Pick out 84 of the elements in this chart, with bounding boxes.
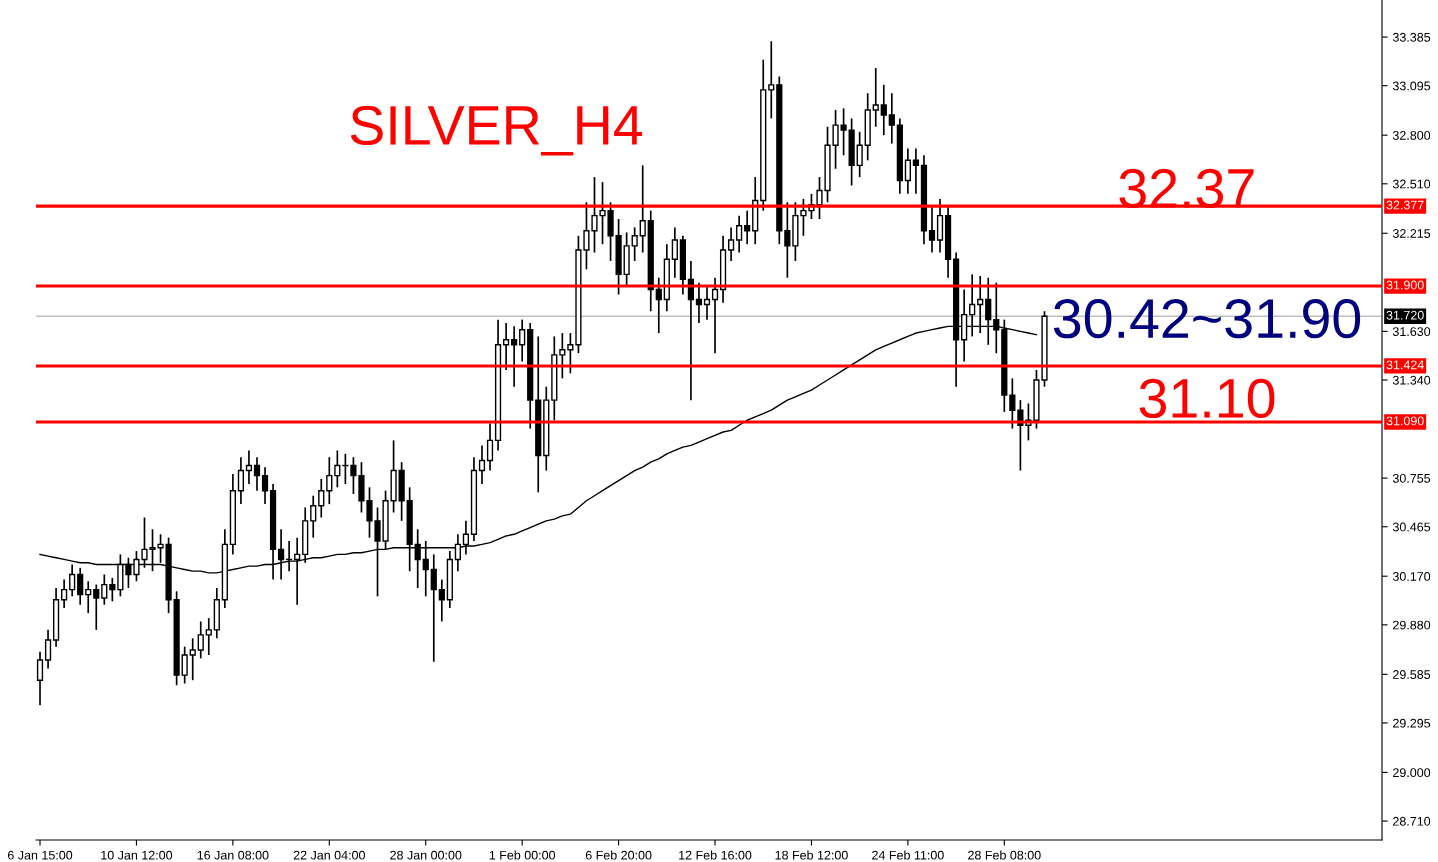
candlestick [93,583,100,631]
x-tick-label: 6 Feb 20:00 [585,850,652,860]
candlestick [69,563,76,598]
candlestick [695,281,703,324]
candlestick [880,84,887,136]
candlestick [326,456,333,505]
y-tick-label: 31.630 [1392,327,1431,337]
text: 30.42~31.90 [1053,298,1361,339]
candlestick [888,92,895,145]
candlestick [744,209,751,246]
candlestick [502,322,510,371]
x-tick-label: 1 Feb 00:00 [489,850,556,860]
candlestick [655,276,662,334]
text: SILVER_H4 [350,105,643,156]
y-tick-label: 30.755 [1392,473,1431,483]
x-tick-label: 28 Feb 08:00 [968,850,1041,860]
candlestick [310,494,317,539]
candlestick [77,566,84,606]
candlestick [639,164,646,254]
y-tick-label: 29.000 [1393,768,1431,778]
ref-line-label: 31.720 [1386,310,1424,320]
candlestick [334,449,341,489]
x-tick-label: 10 Jan 12:00 [101,850,173,860]
candlestick [784,201,791,279]
candlestick [237,456,245,505]
candlestick [36,650,44,707]
x-tick-label: 24 Feb 11:00 [872,850,944,860]
candlestick [671,226,678,279]
candlestick [904,147,911,195]
y-tick-label: 31.340 [1392,375,1431,385]
candlestick [912,147,920,195]
candlestick [109,577,116,603]
candlestick [486,422,494,472]
x-tick-label: 28 Jan 00:00 [390,850,462,860]
candlestick [318,478,325,519]
y-tick-label: 29.880 [1393,620,1431,630]
ref-line-label: 31.424 [1386,360,1424,370]
y-tick-label: 29.295 [1393,718,1431,728]
candlestick [197,620,204,660]
candlestick [1009,377,1016,430]
candlestick [511,325,518,388]
candlestick [711,276,719,355]
x-tick-label: 12 Feb 16:00 [679,850,752,860]
ref-line-label: 31.090 [1386,416,1424,426]
candlestick [438,578,445,623]
ref-line-label: 31.900 [1386,280,1424,290]
candlestick [253,456,261,492]
x-tick-label: 6 Jan 15:00 [7,850,73,860]
candlestick [61,578,68,609]
candlestick [519,318,526,363]
text: 31.10 [1139,378,1275,419]
candlestick [205,617,212,656]
y-tick-label: 29.585 [1393,670,1431,679]
candlestick [462,520,470,556]
y-tick-label: 33.095 [1392,81,1431,91]
candlestick [245,449,253,485]
y-tick-label: 28.710 [1393,816,1431,826]
y-tick-label: 32.800 [1392,130,1431,140]
candlestick [736,214,743,254]
candlestick [768,40,775,120]
candlestick [430,553,437,663]
candlestick [727,226,735,262]
candlestick [189,637,196,682]
y-tick-label: 30.170 [1392,572,1431,581]
candlestick [631,226,638,262]
candlestick [44,629,52,670]
y-tick-label: 32.215 [1392,229,1431,238]
x-tick-label: 22 Jan 04:00 [293,850,365,860]
candlestick [872,67,879,128]
candlestick [567,332,574,375]
y-tick-label: 32.510 [1392,179,1431,189]
candlestick [856,130,863,178]
candlestick [181,645,188,685]
x-tick-label: 18 Feb 12:00 [775,850,848,860]
candlestick [703,285,711,321]
y-tick-label: 30.465 [1392,522,1431,532]
y-tick-label: 33.385 [1392,32,1431,42]
x-tick-label: 16 Jan 08:00 [197,850,269,860]
candlestick [85,580,92,614]
candlestick [261,466,269,505]
ref-line-label: 32.377 [1386,200,1424,210]
candlestick [478,444,486,485]
candlestick [559,332,566,380]
candlestick [101,573,108,606]
